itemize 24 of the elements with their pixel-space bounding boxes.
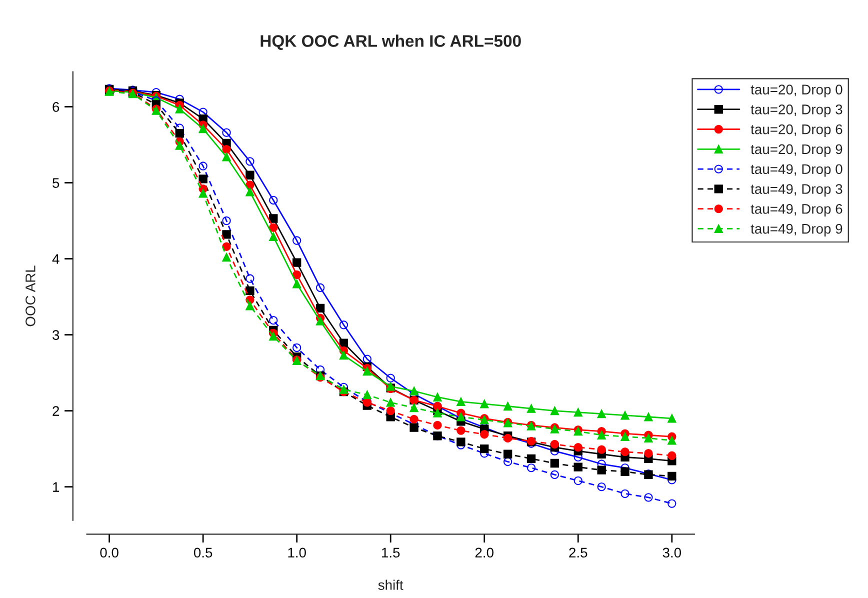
y-axis-title: OOC ARL bbox=[26, 266, 36, 326]
legend-label: tau=20, Drop 3 bbox=[750, 104, 842, 118]
legend-label: tau=49, Drop 0 bbox=[750, 164, 842, 177]
x-axis-title: shift bbox=[378, 580, 404, 590]
chart-title: HQK OOC ARL when IC ARL=500 bbox=[260, 34, 521, 50]
x-tick-label: 2.0 bbox=[475, 548, 494, 558]
y-tick-label: 6 bbox=[52, 102, 60, 112]
legend-label: tau=20, Drop 6 bbox=[750, 124, 842, 137]
legend-label: tau=20, Drop 0 bbox=[750, 84, 842, 98]
x-tick-label: 2.5 bbox=[569, 548, 588, 558]
y-tick-label: 2 bbox=[52, 406, 60, 416]
x-tick-label: 0.5 bbox=[194, 548, 212, 558]
y-tick-label: 1 bbox=[53, 482, 60, 492]
x-tick-label: 1.0 bbox=[288, 548, 306, 558]
legend-label: tau=20, Drop 9 bbox=[750, 144, 842, 157]
legend-label: tau=49, Drop 3 bbox=[750, 184, 842, 197]
x-tick-label: 0.0 bbox=[100, 548, 118, 558]
x-tick-label: 3.0 bbox=[662, 548, 682, 558]
y-tick-label: 4 bbox=[52, 254, 60, 264]
y-tick-label: 5 bbox=[52, 178, 60, 188]
y-tick-label: 3 bbox=[52, 330, 60, 340]
legend-label: tau=49, Drop 6 bbox=[750, 204, 842, 217]
x-tick-label: 1.5 bbox=[382, 548, 400, 558]
legend-label: tau=49, Drop 9 bbox=[750, 224, 842, 236]
